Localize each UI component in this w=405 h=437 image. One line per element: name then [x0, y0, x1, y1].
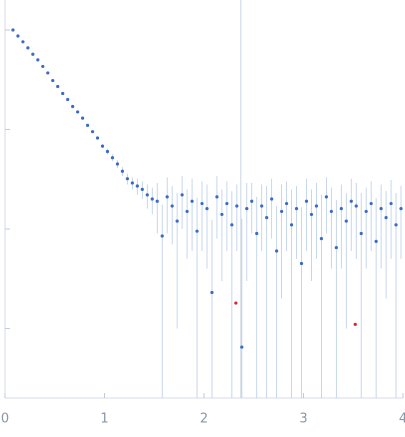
outlier-point [234, 301, 238, 305]
data-point [384, 216, 388, 220]
data-point [399, 207, 403, 211]
data-point [215, 195, 219, 199]
data-point [275, 249, 279, 253]
data-point [130, 181, 134, 185]
data-point [90, 130, 95, 134]
data-point [389, 201, 393, 206]
x-tick-label: 3 [299, 412, 307, 427]
data-point [175, 219, 179, 223]
data-point [230, 223, 234, 227]
data-point [309, 212, 314, 217]
data-point [145, 193, 149, 197]
data-point [61, 91, 65, 96]
data-point [170, 204, 174, 208]
data-point [95, 136, 100, 140]
data-point [369, 201, 373, 206]
data-point [255, 231, 259, 236]
data-point [85, 123, 90, 127]
data-point [334, 245, 338, 250]
data-point [294, 207, 299, 211]
data-point [299, 261, 304, 266]
data-point [110, 156, 115, 160]
x-tick-label: 2 [200, 412, 208, 427]
data-point [364, 209, 368, 214]
data-point [51, 78, 55, 83]
data-point [155, 199, 159, 203]
data-point [115, 162, 120, 166]
data-point [66, 97, 70, 102]
data-point [394, 223, 398, 227]
data-point [280, 209, 284, 214]
data-point [374, 239, 378, 243]
data-point [105, 149, 110, 154]
data-point [314, 204, 319, 208]
data-point [329, 209, 333, 214]
data-point [260, 204, 264, 208]
outlier-point [353, 322, 357, 326]
data-point [160, 234, 164, 238]
data-point [140, 187, 144, 191]
data-point [21, 40, 25, 44]
data-point [245, 207, 249, 211]
data-point [125, 177, 129, 181]
data-point [225, 201, 229, 206]
data-point [41, 64, 45, 69]
x-tick-label: 1 [100, 412, 108, 427]
data-point [324, 195, 328, 199]
data-point [344, 219, 348, 223]
data-point [289, 223, 294, 227]
data-point [26, 46, 30, 50]
x-tick-label: 4 [399, 412, 405, 427]
data-point [339, 207, 343, 211]
data-point [56, 84, 60, 89]
data-point [16, 34, 20, 38]
data-point [31, 52, 35, 56]
data-point [150, 197, 154, 201]
data-point [100, 144, 105, 148]
data-point [240, 345, 244, 349]
data-point [200, 201, 204, 206]
data-point [120, 169, 125, 173]
data-point [250, 199, 254, 203]
data-point [36, 58, 40, 62]
data-point [185, 209, 189, 214]
x-tick-label: 0 [1, 412, 9, 427]
data-point [359, 231, 363, 236]
data-point [190, 199, 194, 203]
data-point [11, 28, 15, 32]
data-point [220, 212, 224, 217]
data-point [71, 104, 75, 109]
data-point [81, 116, 85, 120]
data-point [349, 199, 353, 203]
data-point [135, 184, 139, 188]
data-point [270, 197, 274, 201]
data-point [195, 229, 199, 233]
data-point [205, 207, 209, 211]
data-point [304, 199, 309, 203]
data-point [379, 207, 383, 211]
data-point [210, 290, 214, 295]
data-point [235, 204, 239, 208]
data-point [46, 71, 50, 75]
data-point [165, 195, 169, 199]
data-point [265, 216, 269, 220]
data-point [284, 201, 289, 206]
data-point [76, 110, 80, 114]
data-point [319, 236, 324, 241]
data-point [354, 204, 358, 208]
data-point [180, 193, 184, 197]
